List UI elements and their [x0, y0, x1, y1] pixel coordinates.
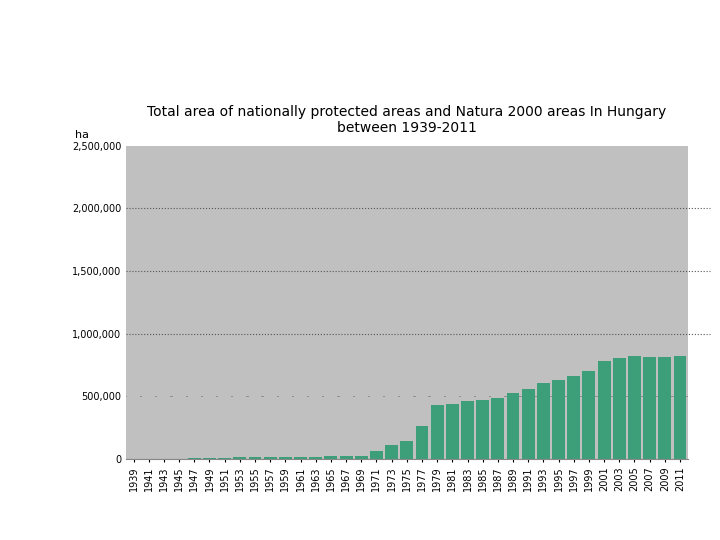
Bar: [446, 146, 459, 459]
Bar: [552, 380, 565, 459]
Bar: [658, 146, 671, 459]
Bar: [310, 457, 322, 459]
Bar: [628, 146, 641, 459]
Bar: [628, 356, 641, 459]
Bar: [340, 456, 353, 459]
Bar: [370, 451, 383, 459]
Bar: [203, 458, 216, 459]
Bar: [415, 427, 428, 459]
Bar: [233, 457, 246, 459]
Bar: [248, 146, 261, 459]
Bar: [613, 357, 626, 459]
Bar: [264, 146, 276, 459]
Bar: [476, 400, 489, 459]
Bar: [598, 146, 611, 459]
Bar: [188, 146, 201, 459]
Bar: [674, 146, 686, 459]
Bar: [233, 146, 246, 459]
Bar: [552, 146, 565, 459]
Bar: [507, 393, 520, 459]
Bar: [188, 458, 201, 459]
Bar: [264, 457, 276, 459]
Bar: [218, 458, 231, 459]
Bar: [582, 372, 595, 459]
Bar: [173, 146, 186, 459]
Bar: [582, 146, 595, 459]
Bar: [340, 146, 353, 459]
Title: Total area of nationally protected areas and Natura 2000 areas In Hungary
betwee: Total area of nationally protected areas…: [147, 105, 667, 135]
Bar: [355, 456, 368, 459]
Bar: [310, 146, 322, 459]
Bar: [203, 146, 216, 459]
Bar: [385, 445, 398, 459]
Bar: [643, 146, 656, 459]
Bar: [355, 146, 368, 459]
Bar: [294, 457, 307, 459]
Bar: [522, 389, 535, 459]
Bar: [492, 397, 504, 459]
Bar: [279, 146, 292, 459]
Bar: [370, 146, 383, 459]
Bar: [567, 376, 580, 459]
Bar: [598, 361, 611, 459]
Bar: [492, 146, 504, 459]
Bar: [537, 146, 550, 459]
Bar: [400, 442, 413, 459]
Bar: [143, 146, 156, 459]
Bar: [461, 146, 474, 459]
Bar: [294, 146, 307, 459]
Bar: [325, 146, 338, 459]
Bar: [643, 357, 656, 459]
Bar: [325, 456, 338, 459]
Bar: [522, 146, 535, 459]
Bar: [567, 146, 580, 459]
Bar: [248, 457, 261, 459]
Bar: [385, 146, 398, 459]
Bar: [461, 401, 474, 459]
Bar: [507, 146, 520, 459]
Bar: [218, 146, 231, 459]
Bar: [400, 146, 413, 459]
Bar: [158, 146, 171, 459]
Bar: [658, 357, 671, 459]
Bar: [613, 146, 626, 459]
Bar: [476, 146, 489, 459]
Bar: [431, 146, 444, 459]
Bar: [431, 405, 444, 459]
Bar: [674, 356, 686, 459]
Text: ha: ha: [76, 130, 89, 139]
Bar: [446, 404, 459, 459]
Bar: [127, 146, 140, 459]
Bar: [537, 382, 550, 459]
Bar: [279, 457, 292, 459]
Bar: [415, 146, 428, 459]
